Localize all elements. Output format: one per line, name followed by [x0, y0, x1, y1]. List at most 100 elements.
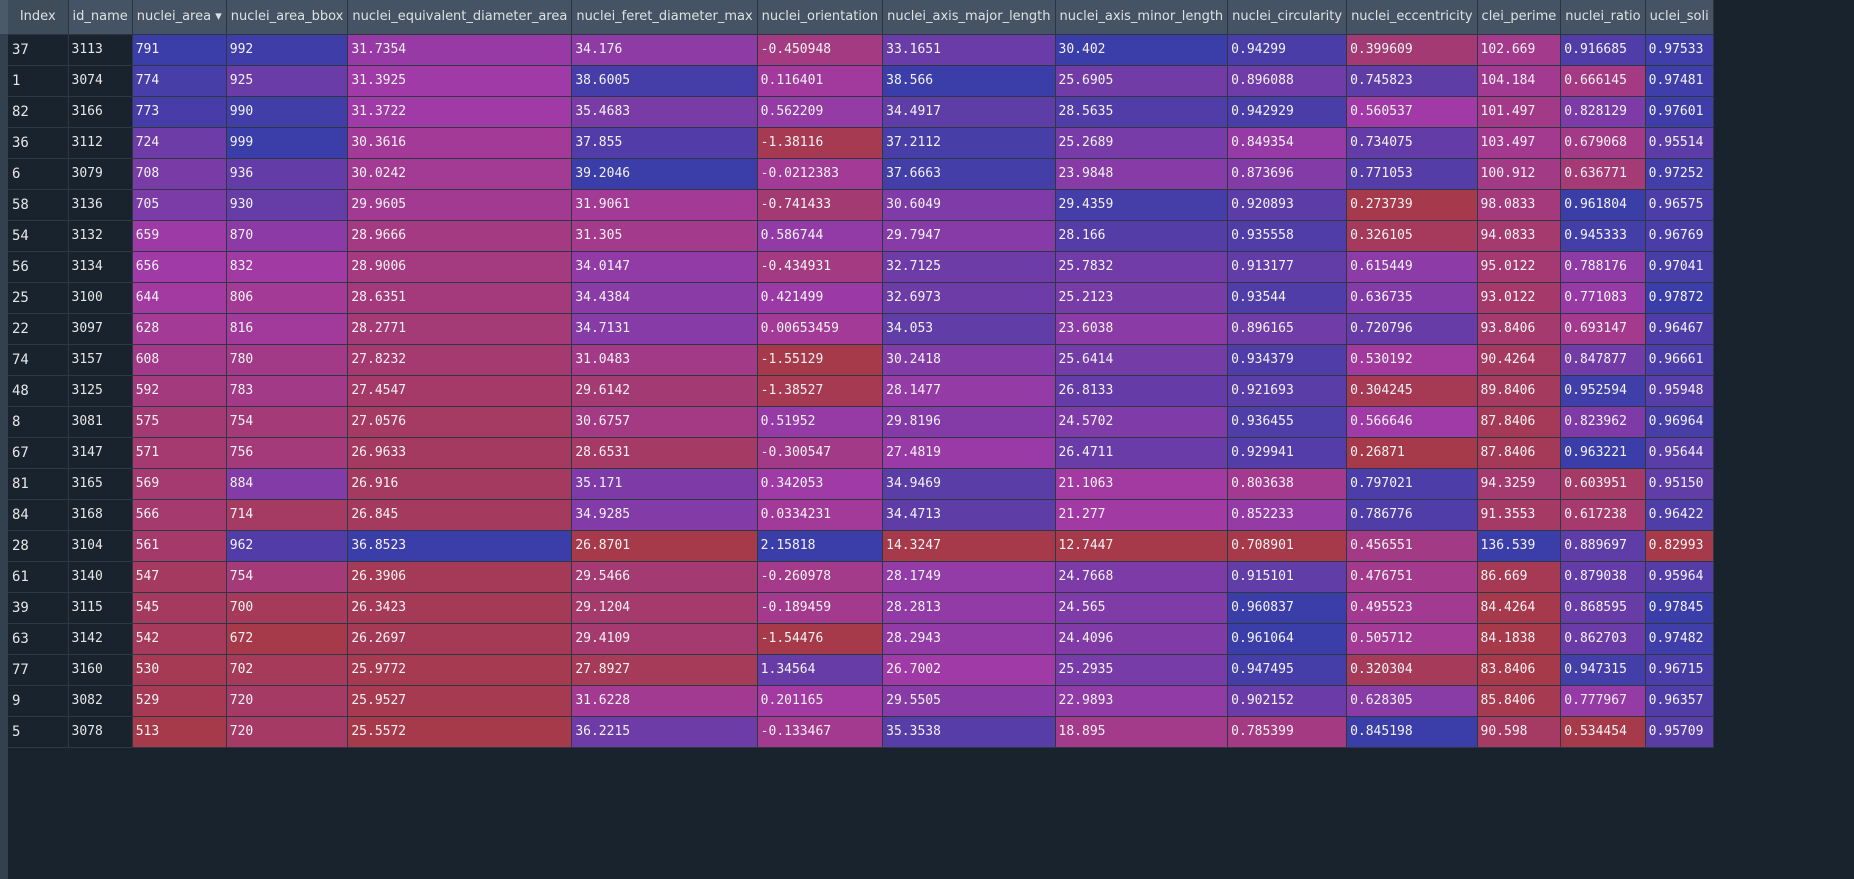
table-cell[interactable]: 0.693147	[1560, 313, 1646, 345]
table-cell[interactable]: 26.7002	[882, 654, 1056, 686]
table-cell[interactable]: 0.945333	[1560, 220, 1646, 252]
table-cell[interactable]: 0.934379	[1227, 344, 1348, 376]
table-cell[interactable]: 575	[132, 406, 227, 438]
table-cell[interactable]: 37.6663	[882, 158, 1056, 190]
table-cell[interactable]: 35.171	[571, 468, 758, 500]
table-row[interactable]: 48 3125 592 783 27.4547 29.6142 -1.38527 28.147…	[8, 375, 1714, 407]
column-header-nuclei-eccentricity[interactable]: nuclei_eccentricity	[1346, 0, 1478, 35]
table-cell[interactable]: 0.823962	[1560, 406, 1646, 438]
row-index-cell[interactable]: 39	[8, 592, 69, 624]
table-cell[interactable]: 30.6757	[571, 406, 758, 438]
id-name-cell[interactable]: 3160	[68, 654, 133, 686]
table-cell[interactable]: 0.921693	[1227, 375, 1348, 407]
table-cell[interactable]: 999	[226, 127, 349, 159]
table-cell[interactable]: 0.666145	[1560, 65, 1646, 97]
column-header-nuclei-orientation[interactable]: nuclei_orientation	[757, 0, 884, 35]
table-cell[interactable]: 0.95948	[1645, 375, 1714, 407]
id-name-cell[interactable]: 3147	[68, 437, 133, 469]
row-index-cell[interactable]: 48	[8, 375, 69, 407]
table-cell[interactable]: 0.936455	[1227, 406, 1348, 438]
table-cell[interactable]: 34.0147	[571, 251, 758, 283]
table-cell[interactable]: 31.0483	[571, 344, 758, 376]
table-cell[interactable]: 29.4359	[1055, 189, 1229, 221]
table-cell[interactable]: 29.9605	[347, 189, 573, 221]
table-cell[interactable]: 0.935558	[1227, 220, 1348, 252]
table-cell[interactable]: 25.2689	[1055, 127, 1229, 159]
table-cell[interactable]: 27.8232	[347, 344, 573, 376]
table-cell[interactable]: 30.2418	[882, 344, 1056, 376]
table-cell[interactable]: 0.929941	[1227, 437, 1348, 469]
column-header-index[interactable]: Index	[8, 0, 69, 35]
table-row[interactable]: 28 3104 561 962 36.8523 26.8701 2.15818 14.3247…	[8, 530, 1714, 562]
table-cell[interactable]: 705	[132, 189, 227, 221]
row-index-cell[interactable]: 74	[8, 344, 69, 376]
table-cell[interactable]: 28.9006	[347, 251, 573, 283]
table-cell[interactable]: 25.9772	[347, 654, 573, 686]
table-row[interactable]: 37 3113 791 992 31.7354 34.176 -0.450948 33.165…	[8, 34, 1714, 66]
table-cell[interactable]: 25.7832	[1055, 251, 1229, 283]
table-cell[interactable]: -0.0212383	[757, 158, 884, 190]
table-cell[interactable]: 0.915101	[1227, 561, 1348, 593]
table-cell[interactable]: 31.3925	[347, 65, 573, 97]
table-cell[interactable]: 2.15818	[757, 530, 884, 562]
table-cell[interactable]: 26.3906	[347, 561, 573, 593]
table-cell[interactable]: 0.916685	[1560, 34, 1646, 66]
table-cell[interactable]: 700	[226, 592, 349, 624]
id-name-cell[interactable]: 3166	[68, 96, 133, 128]
row-index-cell[interactable]: 6	[8, 158, 69, 190]
table-cell[interactable]: 29.6142	[571, 375, 758, 407]
id-name-cell[interactable]: 3104	[68, 530, 133, 562]
table-cell[interactable]: 86.669	[1477, 561, 1562, 593]
table-cell[interactable]: 28.6531	[571, 437, 758, 469]
table-cell[interactable]: 87.8406	[1477, 437, 1562, 469]
id-name-cell[interactable]: 3165	[68, 468, 133, 500]
table-cell[interactable]: 774	[132, 65, 227, 97]
id-name-cell[interactable]: 3097	[68, 313, 133, 345]
table-cell[interactable]: 0.679068	[1560, 127, 1646, 159]
table-cell[interactable]: 34.9285	[571, 499, 758, 531]
column-header-nuclei-feret-diameter-max[interactable]: nuclei_feret_diameter_max	[571, 0, 758, 35]
table-cell[interactable]: 0.505712	[1346, 623, 1478, 655]
table-cell[interactable]: 0.862703	[1560, 623, 1646, 655]
table-cell[interactable]: 0.97845	[1645, 592, 1714, 624]
table-cell[interactable]: 783	[226, 375, 349, 407]
table-cell[interactable]: 90.4264	[1477, 344, 1562, 376]
table-cell[interactable]: 34.4917	[882, 96, 1056, 128]
table-cell[interactable]: 29.5466	[571, 561, 758, 593]
table-cell[interactable]: 0.636735	[1346, 282, 1478, 314]
table-cell[interactable]: 30.0242	[347, 158, 573, 190]
table-cell[interactable]: 0.628305	[1346, 685, 1478, 717]
table-cell[interactable]: 0.97041	[1645, 251, 1714, 283]
table-cell[interactable]: 0.82993	[1645, 530, 1714, 562]
table-cell[interactable]: 0.97482	[1645, 623, 1714, 655]
table-row[interactable]: 6 3079 708 936 30.0242 39.2046 -0.0212383 37.66…	[8, 158, 1714, 190]
table-cell[interactable]: 0.566646	[1346, 406, 1478, 438]
table-row[interactable]: 22 3097 628 816 28.2771 34.7131 0.00653459 34.0…	[8, 313, 1714, 345]
table-cell[interactable]: 24.7668	[1055, 561, 1229, 593]
table-cell[interactable]: 28.5635	[1055, 96, 1229, 128]
table-cell[interactable]: 26.2697	[347, 623, 573, 655]
table-cell[interactable]: 0.96769	[1645, 220, 1714, 252]
table-cell[interactable]: 29.1204	[571, 592, 758, 624]
table-cell[interactable]: -0.450948	[757, 34, 884, 66]
table-cell[interactable]: 18.895	[1055, 716, 1229, 748]
table-cell[interactable]: 0.889697	[1560, 530, 1646, 562]
table-cell[interactable]: 0.00653459	[757, 313, 884, 345]
table-cell[interactable]: 780	[226, 344, 349, 376]
table-cell[interactable]: 724	[132, 127, 227, 159]
table-cell[interactable]: 0.788176	[1560, 251, 1646, 283]
table-cell[interactable]: 101.497	[1477, 96, 1562, 128]
id-name-cell[interactable]: 3140	[68, 561, 133, 593]
table-cell[interactable]: 0.51952	[757, 406, 884, 438]
table-row[interactable]: 54 3132 659 870 28.9666 31.305 0.586744 29.7947…	[8, 220, 1714, 252]
table-cell[interactable]: 0.963221	[1560, 437, 1646, 469]
id-name-cell[interactable]: 3168	[68, 499, 133, 531]
table-cell[interactable]: 0.952594	[1560, 375, 1646, 407]
row-index-cell[interactable]: 5	[8, 716, 69, 748]
table-cell[interactable]: 0.495523	[1346, 592, 1478, 624]
table-cell[interactable]: 659	[132, 220, 227, 252]
table-cell[interactable]: 962	[226, 530, 349, 562]
id-name-cell[interactable]: 3112	[68, 127, 133, 159]
table-cell[interactable]: 0.828129	[1560, 96, 1646, 128]
table-cell[interactable]: 36.8523	[347, 530, 573, 562]
